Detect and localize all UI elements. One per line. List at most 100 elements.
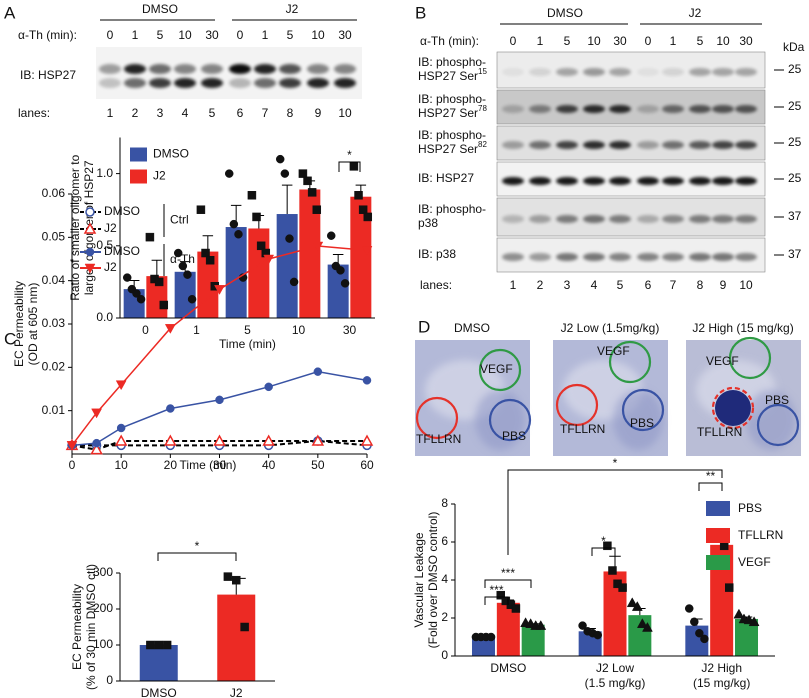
x-axis-label: Time (min) [180,458,237,472]
lane-time: 0 [237,28,244,42]
y-axis-label: (OD at 605 nm) [26,283,40,366]
legend-swatch [130,147,147,162]
data-point [695,628,704,638]
lane-time: 30 [205,28,219,42]
marker [262,434,275,446]
data-point [700,634,709,644]
kda-label: 37 [788,209,802,223]
lane-time: 1 [132,28,139,42]
band [637,68,659,76]
significance-bracket [157,552,237,561]
data-point [132,289,141,298]
band [689,215,711,223]
x-tick-label: 1 [193,323,200,337]
data-point [136,294,146,304]
x-tick-label: 5 [244,323,251,337]
marker [263,254,275,265]
band [502,253,524,261]
series-line [71,370,368,447]
band [529,105,551,113]
band [529,215,551,223]
band [735,105,757,113]
data-point [603,541,612,551]
legend-label: DMSO [153,147,189,161]
data-point [358,205,368,214]
marker [166,404,175,413]
band [662,105,684,113]
lane-time: 30 [338,28,352,42]
data-point [229,219,239,229]
data-point [205,255,215,265]
band [712,215,734,223]
band [735,68,757,76]
legend-label: DMSO [104,204,140,218]
band [735,177,757,185]
data-point [336,266,345,275]
band [556,105,578,113]
spot-label: PBS [502,429,526,443]
data-point [631,601,643,611]
data-point [618,583,627,592]
significance-label: * [347,148,352,162]
panel-label: C [4,329,16,348]
band [556,215,578,223]
band [254,78,276,88]
band [502,177,524,185]
row-label-line: IB: HSP27 [418,171,474,185]
group-label: DMSO [547,6,583,20]
lane-number: 7 [262,106,269,120]
x-tick-label: 30 [213,458,227,472]
band [662,68,684,76]
spot-label: TFLLRN [697,425,742,439]
data-point [298,169,308,178]
band [662,177,684,185]
y-tick-label: 0.06 [42,186,66,200]
marker [313,367,323,376]
lane-time: 10 [178,28,192,42]
x-axis-label: Time (min) [219,337,276,351]
spot-label: VEGF [597,344,630,358]
band [689,105,711,113]
spot-label: PBS [765,393,789,407]
data-point [187,294,197,304]
lane-time: 5 [564,34,571,48]
row-label: IB: HSP27 [418,171,474,185]
data-point [183,270,192,279]
lane-number: 3 [157,106,164,120]
lane-number: 8 [697,278,704,292]
lane-time: 10 [311,28,325,42]
bar [350,196,372,318]
y-tick-label: 4 [441,572,448,586]
marker [66,441,78,451]
marker [360,434,374,446]
x-tick-label: J2 Low [596,661,634,675]
lane-time: 1 [670,34,677,48]
row-label-sup: 82 [478,140,487,149]
spot-circle [478,348,522,392]
band [201,78,223,88]
y-tick-label: 300 [93,565,113,579]
lane-number: 10 [338,106,352,120]
data-point [178,261,188,271]
band [735,141,757,149]
band [609,253,631,261]
band [583,141,605,149]
band [149,78,171,88]
marker [164,324,176,334]
band [637,177,659,185]
band [583,105,605,113]
data-point [312,205,322,214]
bar [521,624,545,656]
y-tick-label: 0.03 [42,316,66,330]
significance-label: *** [501,566,515,580]
y-tick-label: 0 [106,673,113,687]
significance-label: * [613,456,618,470]
x-tick-note: (1.5 mg/kg) [585,676,646,690]
image-title: J2 High (15 mg/kg) [692,321,793,335]
data-point [748,616,760,627]
row-label-sup: 78 [478,104,487,113]
lane-number: 6 [645,278,652,292]
spot-label: VEGF [706,354,739,368]
x-tick-label: 0 [142,323,149,337]
band [174,78,196,88]
